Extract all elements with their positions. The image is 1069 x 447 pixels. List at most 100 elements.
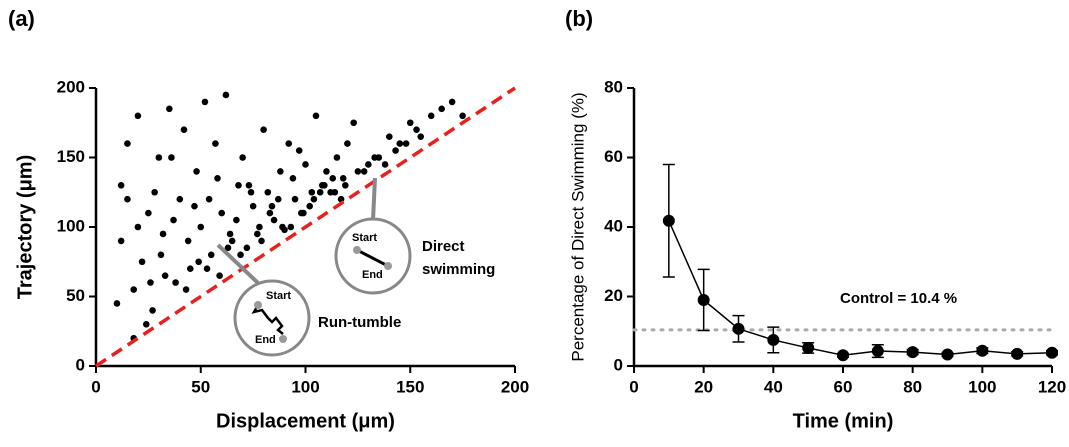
y-tick-label: 80 (604, 77, 623, 96)
point (289, 175, 297, 182)
point (448, 98, 456, 106)
point (417, 133, 425, 140)
end-dot (384, 262, 392, 270)
point (205, 195, 213, 203)
panel-label: (b) (565, 6, 593, 31)
point (191, 202, 198, 210)
line (668, 220, 1053, 356)
point (117, 182, 125, 189)
point (365, 161, 372, 168)
point (459, 112, 466, 120)
y-tick-label: 40 (604, 216, 623, 235)
point (147, 279, 154, 286)
point (279, 223, 286, 231)
point (308, 188, 316, 196)
point (184, 237, 192, 245)
control-label: Control = 10.4 % (840, 290, 957, 307)
y-tick-label: 20 (604, 286, 623, 305)
point (767, 333, 780, 346)
point (321, 182, 328, 189)
point (243, 244, 251, 252)
end-label: End (255, 334, 276, 346)
inset-label: Direct (422, 238, 465, 255)
point (802, 341, 815, 354)
point (180, 126, 188, 133)
point (306, 202, 313, 210)
point (291, 195, 299, 203)
point (268, 202, 276, 210)
x-tick-label: 20 (694, 377, 713, 396)
point (226, 230, 234, 238)
inset-circle (233, 279, 311, 357)
inset-label: Run-tumble (318, 314, 401, 331)
point (277, 168, 284, 175)
point (113, 300, 121, 307)
point (310, 195, 318, 203)
point (941, 348, 954, 361)
point (247, 188, 255, 196)
point (197, 223, 205, 231)
point (1046, 346, 1058, 359)
point (906, 346, 919, 359)
x-axis-label: Time (min) (793, 410, 894, 432)
point (392, 147, 399, 154)
point (274, 195, 282, 203)
y-tick-label: 0 (614, 355, 623, 374)
y-tick-label: 50 (66, 286, 85, 305)
point (333, 154, 341, 161)
point (216, 272, 223, 279)
point (258, 237, 265, 245)
x-tick-label: 100 (291, 377, 319, 396)
start-label: Start (352, 232, 377, 244)
point (168, 154, 175, 161)
point (186, 265, 194, 273)
path (356, 248, 389, 268)
y-tick-label: 150 (57, 147, 85, 166)
end-dot (279, 335, 287, 343)
point (130, 286, 138, 293)
start-dot (254, 301, 262, 309)
point (300, 209, 307, 217)
y-axis-label: Trajectory (μm) (14, 155, 36, 300)
point (149, 307, 156, 314)
point (134, 112, 142, 120)
point (312, 112, 320, 120)
point (329, 175, 337, 182)
point (233, 216, 240, 224)
y-tick-label: 200 (57, 77, 85, 96)
x-tick-label: 50 (191, 377, 210, 396)
point (182, 286, 190, 293)
point (256, 223, 263, 231)
point (295, 147, 303, 154)
point (170, 216, 177, 224)
point (124, 195, 131, 203)
point (203, 265, 211, 273)
point (228, 237, 236, 245)
point (976, 344, 989, 357)
pointer (371, 177, 377, 221)
point (224, 244, 232, 252)
point (1011, 347, 1024, 360)
point (360, 168, 368, 175)
pointer (216, 243, 260, 285)
point (195, 258, 202, 266)
point (406, 119, 414, 127)
point (427, 112, 435, 120)
point (212, 140, 219, 147)
y-axis-label: Percentage of Direct Swimming (%) (568, 92, 587, 361)
point (285, 140, 293, 147)
y-tick-label: 100 (57, 216, 85, 235)
point (151, 188, 158, 196)
start-label: Start (266, 290, 291, 302)
x-tick-label: 40 (764, 377, 783, 396)
point (732, 322, 745, 335)
point (161, 272, 169, 279)
x-tick-label: 150 (396, 377, 424, 396)
point (871, 345, 884, 358)
point (159, 230, 167, 238)
panel-label: (a) (8, 6, 35, 31)
x-tick-label: 200 (501, 377, 529, 396)
point (260, 126, 267, 133)
point (176, 195, 184, 203)
